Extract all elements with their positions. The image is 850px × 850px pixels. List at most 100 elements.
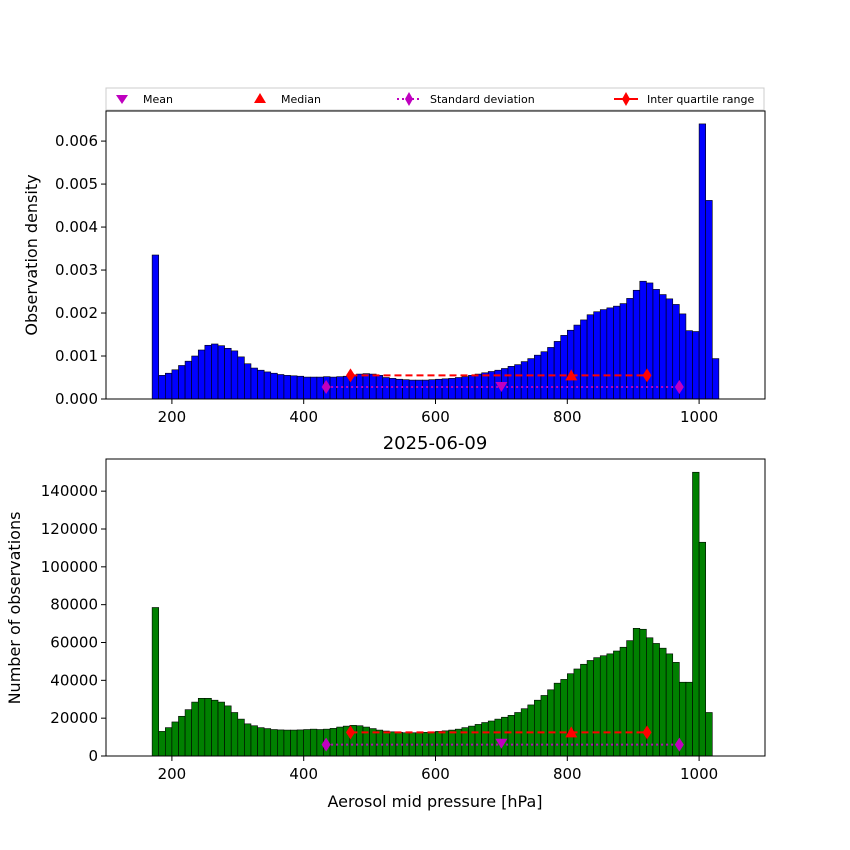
density-bar [527, 358, 535, 400]
legend-mean-marker [116, 95, 128, 104]
counts-std-low-marker [321, 737, 331, 752]
legend-frame [105, 87, 765, 111]
density-bar [184, 360, 192, 400]
density-bar [230, 350, 239, 400]
legend-item-iqr: Inter quartile range [614, 92, 754, 106]
counts-bar [487, 720, 496, 757]
counts-bar [277, 729, 285, 757]
counts-bar [336, 726, 344, 757]
density-bar [191, 355, 199, 400]
density-bar [566, 329, 575, 400]
counts-y-tick-label: 0 [88, 747, 98, 765]
legend: Mean Median Standard deviation Inter qua… [105, 87, 765, 111]
counts-mean-marker [495, 738, 508, 749]
legend-median-marker [254, 93, 266, 103]
counts-bar [230, 712, 239, 757]
counts-bar [250, 725, 258, 757]
counts-bar [375, 729, 384, 757]
density-bar [547, 347, 555, 400]
counts-std-high-marker [674, 737, 684, 752]
counts-bar [204, 697, 212, 757]
counts-bar [296, 729, 304, 757]
density-bar [534, 354, 542, 400]
density-bar [211, 343, 219, 400]
counts-bar [244, 723, 252, 757]
density-bar [158, 375, 166, 400]
counts-bar [309, 728, 318, 757]
density-iqr-low-marker [345, 368, 355, 383]
density-bar [639, 280, 647, 400]
legend-item-median: Median [254, 93, 321, 106]
density-bar [553, 341, 562, 400]
density-bar [659, 294, 667, 400]
counts-y-ticks: 0 20000 40000 60000 80000 100000 120000 140000 [41, 482, 106, 765]
counts-bar [534, 699, 542, 757]
counts-bar [698, 541, 706, 757]
counts-bar [197, 697, 206, 757]
density-y-tick-label: 0.004 [55, 218, 98, 236]
density-y-tick-label: 0.003 [55, 261, 98, 279]
density-bar [263, 371, 272, 400]
counts-bar [692, 471, 700, 757]
counts-bar [184, 709, 192, 757]
density-bar [309, 376, 318, 400]
counts-bar [527, 704, 535, 757]
legend-item-mean: Mean [116, 93, 173, 106]
density-y-tick-label: 0.006 [55, 132, 98, 150]
density-y-tick-label: 0.002 [55, 304, 98, 322]
counts-bar [263, 728, 272, 757]
counts-bar [494, 718, 502, 757]
counts-x-tick-label: 400 [289, 765, 318, 783]
density-bar [165, 372, 173, 400]
density-y-tick-label: 0.000 [55, 390, 98, 408]
counts-iqr-low-marker [345, 725, 355, 740]
counts-bar [303, 729, 311, 757]
counts-y-tick-label: 20000 [50, 709, 98, 727]
density-bar [402, 379, 410, 400]
density-y-tick-label: 0.005 [55, 175, 98, 193]
counts-bar [685, 681, 693, 757]
legend-std-marker [405, 92, 413, 106]
counts-bar [586, 660, 594, 757]
counts-bar [547, 689, 555, 757]
counts-bar [191, 701, 199, 757]
density-median-marker [565, 369, 578, 381]
density-bar [507, 366, 515, 400]
counts-bar [165, 727, 173, 757]
density-bar [395, 378, 403, 400]
counts-bar [316, 729, 324, 757]
counts-bar [158, 731, 166, 757]
density-bar [613, 305, 621, 400]
counts-bar [580, 663, 588, 757]
counts-y-tick-label: 40000 [50, 671, 98, 689]
counts-y-tick-label: 60000 [50, 633, 98, 651]
counts-panel: 2025-06-09 200 400 600 800 1000 0 20000 40000 6… [5, 433, 766, 811]
density-stat-markers [321, 368, 684, 394]
density-bar [151, 254, 160, 400]
density-bar [692, 331, 700, 400]
counts-y-tick-label: 80000 [50, 596, 98, 614]
counts-title: 2025-06-09 [383, 433, 488, 454]
legend-iqr-marker [622, 92, 630, 106]
density-bar [428, 379, 436, 400]
counts-bar [606, 653, 614, 757]
counts-bar [705, 712, 713, 757]
counts-bar [474, 724, 482, 757]
counts-x-tick-label: 200 [158, 765, 187, 783]
density-x-tick-label: 200 [158, 408, 187, 426]
counts-bar [652, 643, 660, 757]
density-y-tick-label: 0.001 [55, 347, 98, 365]
counts-median-marker [565, 726, 578, 738]
counts-bar [501, 716, 509, 757]
density-bar [474, 373, 482, 400]
counts-bar [639, 628, 647, 757]
density-bar [652, 289, 660, 400]
density-bar [441, 378, 449, 400]
density-bar [296, 375, 304, 400]
density-bar [593, 311, 601, 400]
density-bar [250, 367, 258, 400]
density-bar [435, 378, 443, 400]
density-std-low-marker [321, 379, 331, 394]
